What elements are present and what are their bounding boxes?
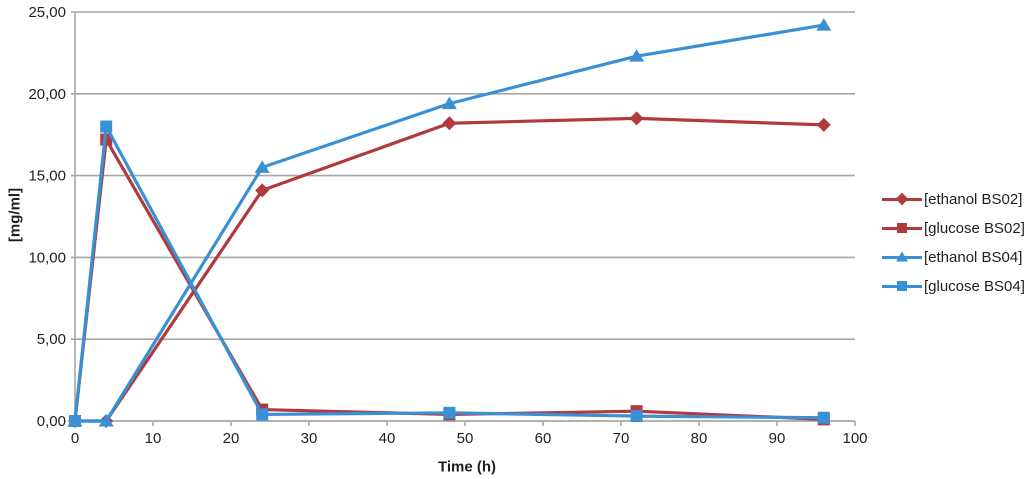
legend-line [882, 281, 922, 291]
x-tick-label: 70 [613, 430, 630, 447]
marker-square [443, 406, 456, 419]
marker-triangle [254, 160, 270, 173]
legend-square-icon [897, 223, 907, 233]
marker-diamond [255, 183, 270, 198]
x-tick-label: 0 [71, 430, 79, 447]
legend-item: [ethanol BS04] [882, 248, 1024, 266]
series-line [73, 124, 824, 422]
legend-line [882, 251, 922, 262]
legend-label: [ethanol BS04] [924, 248, 1023, 266]
legend-triangle-icon [896, 251, 908, 262]
marker-square [817, 411, 830, 424]
x-tick-label: 100 [842, 430, 867, 447]
legend-item: [glucose BS04] [882, 277, 1024, 295]
y-tick-label: 20,00 [28, 86, 66, 103]
y-tick-label: 0,00 [37, 413, 66, 430]
x-axis-title: Time (h) [437, 458, 497, 476]
x-tick-label: 50 [457, 430, 474, 447]
y-tick-label: 10,00 [28, 249, 66, 266]
marker-triangle [629, 49, 645, 62]
x-tick-label: 30 [301, 430, 318, 447]
legend-label: [glucose BS02] [924, 219, 1024, 237]
legend-line [882, 192, 922, 206]
series-line [73, 138, 824, 422]
x-tick-label: 20 [223, 430, 240, 447]
marker-diamond [442, 116, 457, 131]
legend-item: [ethanol BS02] [882, 190, 1024, 208]
marker-triangle [441, 96, 457, 110]
marker-diamond [629, 111, 644, 126]
marker-triangle [98, 414, 114, 427]
marker-square [69, 415, 81, 427]
series-line [75, 116, 824, 423]
marker-diamond [816, 117, 831, 132]
x-tick-label: 60 [535, 430, 552, 447]
legend-label: [ethanol BS02] [924, 190, 1023, 208]
x-tick-label: 40 [379, 430, 396, 447]
legend-square-icon [897, 281, 907, 291]
marker-square [100, 120, 113, 133]
marker-triangle [816, 18, 832, 31]
series-line [75, 23, 825, 423]
y-tick-label: 15,00 [28, 168, 66, 185]
legend-diamond-icon [895, 192, 909, 206]
marker-square [630, 410, 643, 423]
legend-line [882, 223, 922, 233]
x-tick-label: 80 [691, 430, 708, 447]
x-tick-label: 90 [769, 430, 786, 447]
y-tick-label: 25,00 [28, 4, 66, 21]
x-tick-label: 10 [145, 430, 162, 447]
legend-label: [glucose BS04] [924, 277, 1024, 295]
y-axis-title: [mg/ml] [6, 187, 24, 243]
y-tick-label: 5,00 [37, 331, 66, 348]
legend: [ethanol BS02] [glucose BS02] [ethanol BS0… [882, 190, 1024, 295]
legend-item: [glucose BS02] [882, 219, 1024, 237]
marker-square [256, 408, 269, 421]
